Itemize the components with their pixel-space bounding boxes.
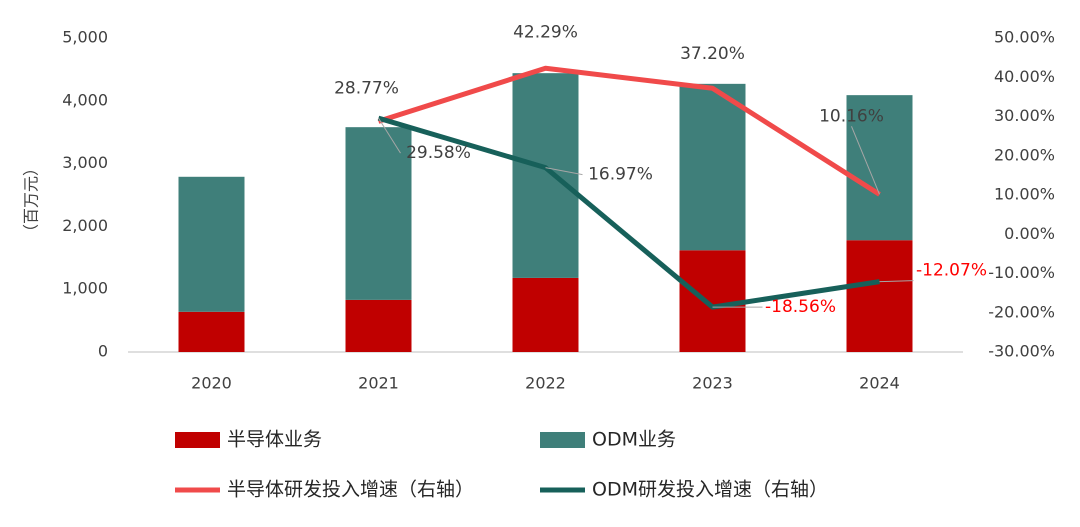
bar <box>178 176 245 312</box>
y-tick-label: 5,000 <box>62 28 108 47</box>
y2-tick-label: 10.00% <box>994 185 1055 204</box>
data-label: -12.07% <box>916 261 987 281</box>
bar <box>178 311 245 352</box>
y2-tick-label: 0.00% <box>1004 224 1055 243</box>
y2-tick-label: -10.00% <box>988 263 1055 282</box>
leader-line <box>545 167 583 176</box>
legend-label: 半导体业务 <box>227 429 322 451</box>
leader-line <box>879 280 914 283</box>
legend-label: 半导体研发投入增速（右轴） <box>227 479 474 501</box>
data-label: 37.20% <box>680 44 745 64</box>
y-axis-label: （百万元） <box>22 160 41 240</box>
leader-line <box>851 126 880 195</box>
bar <box>345 299 412 352</box>
line <box>377 115 880 310</box>
legend-swatch <box>540 432 585 448</box>
y-tick-label: 4,000 <box>62 90 108 109</box>
x-tick-label: 2022 <box>525 374 566 393</box>
line <box>377 65 881 197</box>
y2-tick-label: 30.00% <box>994 106 1055 125</box>
bar <box>679 250 746 352</box>
y2-tick-label: 50.00% <box>994 28 1055 47</box>
y-tick-label: 2,000 <box>62 216 108 235</box>
x-tick-label: 2021 <box>358 374 399 393</box>
y2-tick-label: 20.00% <box>994 145 1055 164</box>
legend-label: ODM业务 <box>592 429 676 451</box>
data-label: 42.29% <box>513 22 578 42</box>
x-tick-label: 2023 <box>692 374 733 393</box>
leader-line <box>378 117 401 154</box>
x-tick-label: 2024 <box>859 374 900 393</box>
y2-tick-label: -30.00% <box>988 342 1055 361</box>
legend-label: ODM研发投入增速（右轴） <box>592 479 828 501</box>
data-label: 29.58% <box>406 143 471 163</box>
y-tick-label: 3,000 <box>62 153 108 172</box>
y-tick-label: 1,000 <box>62 279 108 298</box>
bar <box>846 95 913 241</box>
x-tick-label: 2020 <box>191 374 232 393</box>
y2-tick-label: -20.00% <box>988 302 1055 321</box>
bar <box>345 127 412 300</box>
y2-tick-label: 40.00% <box>994 67 1055 86</box>
data-label: 10.16% <box>819 106 884 126</box>
bar <box>679 83 746 251</box>
data-label: 16.97% <box>588 165 653 185</box>
bar <box>512 277 579 352</box>
y-tick-label: 0 <box>98 342 108 361</box>
bar <box>512 73 579 278</box>
data-label: 28.77% <box>334 78 399 98</box>
data-label: -18.56% <box>765 297 836 317</box>
legend-swatch <box>175 432 220 448</box>
bar <box>846 240 913 352</box>
